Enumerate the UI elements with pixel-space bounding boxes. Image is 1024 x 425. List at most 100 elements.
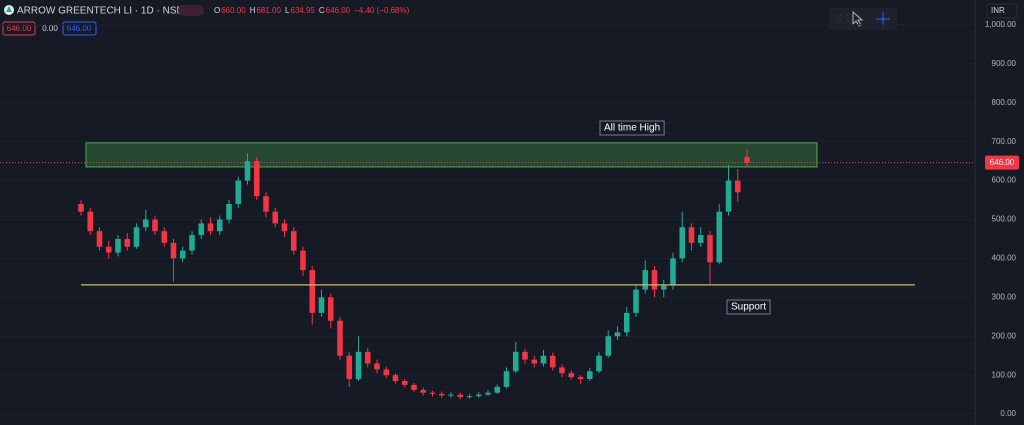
ath-zone	[85, 142, 818, 168]
candle-body	[734, 180, 741, 193]
candle-body	[660, 285, 667, 290]
candle-body	[142, 219, 149, 228]
legend-value: 681.00	[256, 6, 281, 15]
candle-body	[716, 211, 723, 263]
currency[interactable]: INR	[991, 6, 1005, 15]
candle-body	[475, 394, 482, 397]
candle-body	[374, 363, 380, 370]
candle-body	[707, 235, 713, 263]
candle-body	[337, 320, 343, 356]
y-tick-label: 500.00	[992, 215, 1017, 224]
candle-body	[226, 203, 232, 220]
candle-body	[448, 394, 454, 396]
legend-value: 660.00	[221, 6, 246, 15]
candle-body	[420, 389, 427, 393]
y-tick-label: 200.00	[992, 331, 1017, 340]
candle-body	[688, 227, 695, 243]
candle-body	[290, 231, 297, 251]
y-tick-label: 800.00	[992, 98, 1017, 107]
candle-body	[78, 203, 84, 212]
candle-body	[161, 231, 168, 243]
candle-body	[207, 223, 214, 232]
candle-body	[179, 250, 186, 259]
candle-body	[633, 289, 639, 313]
candle-body	[401, 381, 408, 385]
y-tick-label: 1,000.00	[985, 20, 1017, 29]
last-price-label: 646.00	[990, 158, 1015, 167]
tag-box	[62, 21, 97, 36]
candle-body	[198, 223, 205, 236]
drag-handle[interactable]: ⋮⋮	[836, 14, 852, 23]
candle-body	[235, 180, 242, 204]
legend-change: −4.40 (−0.68%)	[354, 6, 409, 15]
candle-body	[697, 235, 704, 243]
price-tag: 646.00	[67, 24, 92, 33]
candle-body	[642, 270, 649, 290]
candle-body	[318, 297, 325, 313]
candle-body	[549, 355, 556, 368]
candle-body	[87, 211, 94, 232]
legend-value: 646.00	[326, 6, 351, 15]
candle-body	[623, 312, 630, 333]
candle-body	[253, 161, 260, 197]
price-tag: 646.00	[7, 24, 32, 33]
candle-body	[485, 392, 491, 395]
candle-body	[559, 367, 565, 374]
candle-body	[309, 270, 316, 313]
candle-body	[244, 161, 251, 181]
candle-body	[457, 394, 464, 397]
zone-label: All time High	[604, 123, 660, 134]
candle-body	[596, 355, 602, 372]
y-tick-label: 0.00	[1000, 409, 1016, 418]
candle-body	[189, 235, 195, 251]
support-label-box	[726, 299, 771, 315]
candle-body	[512, 351, 519, 372]
legend-key: O	[214, 6, 220, 15]
candle-body	[577, 377, 584, 380]
logo-leaf	[6, 6, 12, 12]
candle-body	[670, 258, 676, 286]
symbol-title[interactable]: ARROW GREENTECH LI · 1D · NSE	[17, 6, 183, 17]
currency-box[interactable]	[986, 3, 1018, 19]
support-label: Support	[731, 302, 766, 313]
candle-body	[679, 227, 686, 259]
candle-body	[355, 351, 362, 380]
y-tick-label: 300.00	[992, 292, 1017, 301]
candle-body	[568, 373, 575, 378]
cursor-tool[interactable]	[852, 10, 864, 27]
candle-body	[96, 231, 103, 247]
candle-body	[494, 386, 501, 393]
candle-body	[216, 219, 223, 232]
candle-body	[124, 238, 131, 247]
legend-value: 634.95	[290, 6, 315, 15]
candle-body	[272, 211, 279, 224]
candle-body	[429, 392, 436, 394]
candle-body	[152, 219, 158, 232]
candle-body	[392, 375, 399, 382]
candle-body	[411, 384, 417, 390]
candle-body	[522, 351, 528, 360]
candle-body	[438, 393, 445, 396]
candle-body	[531, 359, 538, 364]
candle-body	[327, 297, 334, 321]
y-tick-label: 100.00	[992, 370, 1017, 379]
candle-body	[605, 336, 612, 356]
candle-body	[346, 355, 353, 380]
candle-body	[115, 238, 121, 253]
last-price-tag	[985, 155, 1019, 170]
candle-body	[170, 242, 177, 259]
y-tick-label: 900.00	[992, 59, 1017, 68]
y-tick-label: 700.00	[992, 137, 1017, 146]
candle-body	[586, 371, 593, 380]
candle-body	[364, 351, 371, 364]
candle-body	[105, 246, 112, 253]
toggle[interactable]	[178, 5, 204, 16]
candle-body	[725, 180, 732, 212]
candle-body	[614, 332, 621, 337]
legend-key: L	[285, 6, 290, 15]
candle-body	[503, 371, 510, 387]
candle-body	[540, 355, 547, 364]
